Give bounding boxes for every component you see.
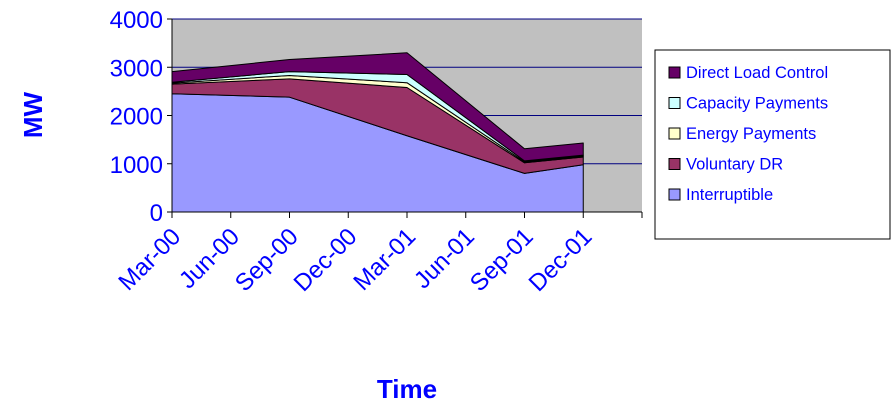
legend: Direct Load Control Capacity Payments Ener… [654,49,891,240]
y-tick-label: 1000 [110,152,163,179]
axes [167,18,643,218]
x-tick-label: Sep-00 [230,223,304,297]
y-tick-labels: 0 1000 2000 3000 4000 [110,7,163,227]
legend-swatch [668,158,681,170]
area-series [171,52,584,213]
legend-label: Interruptible [686,186,773,204]
legend-swatch [668,188,681,201]
x-tick-label: Dec-00 [289,223,363,297]
y-tick-label: 2000 [110,104,163,131]
legend-swatch [668,97,681,109]
y-tick-label: 3000 [110,55,163,82]
legend-label: Direct Load Control [686,64,828,82]
x-tick-labels: Mar-00Jun-00Sep-00Dec-00Mar-01Jun-01Sep-… [113,223,597,297]
y-axis-title: MW [18,91,48,138]
x-tick-label: Dec-01 [524,223,598,297]
x-axis-title: Time [377,374,437,404]
x-tick-label: Sep-01 [465,223,539,297]
legend-label: Voluntary DR [686,156,783,174]
legend-label: Energy Payments [686,125,816,143]
legend-label: Capacity Payments [686,95,828,113]
area-direct-load-control [171,52,584,162]
x-tick-label: Mar-00 [113,223,186,296]
legend-box [654,49,891,240]
x-tick-label: Mar-01 [348,223,421,296]
legend-swatch [668,127,681,140]
y-tick-label: 4000 [110,7,163,34]
legend-swatch [668,66,681,79]
y-tick-label: 0 [150,200,163,227]
